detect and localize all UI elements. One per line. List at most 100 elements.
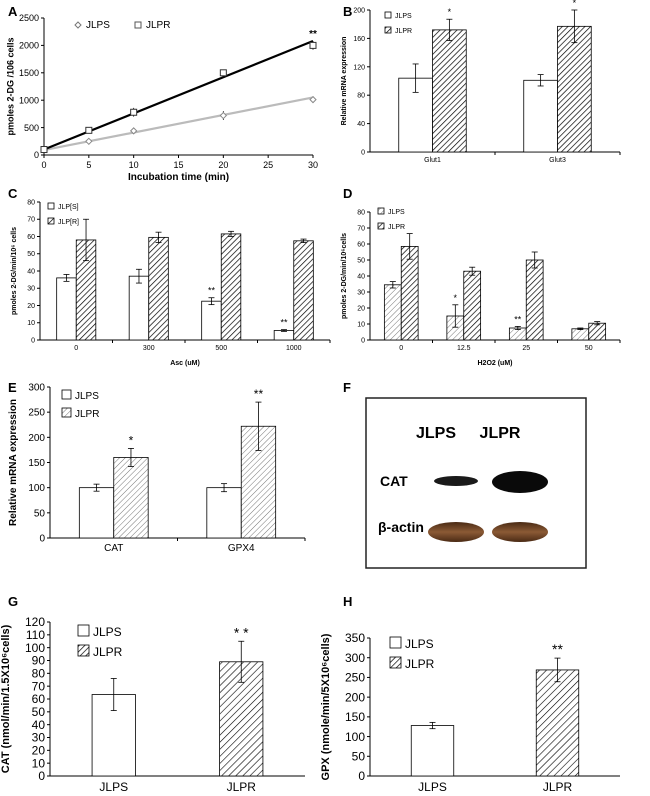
legend-label-D: JLPS <box>388 209 405 216</box>
y-tick-label-B: 80 <box>357 93 365 100</box>
blot-band-cat-jlpr <box>492 471 548 493</box>
panel-letter-h: H <box>343 594 352 609</box>
x-tick-label-A: 5 <box>86 160 91 170</box>
legend-label-E: JLPR <box>75 409 99 420</box>
bar-D-jlpr <box>588 322 607 341</box>
legend-H: JLPS JLPR <box>389 636 435 671</box>
y-tick-label-C: 0 <box>31 337 35 344</box>
y-tick-label-C: 20 <box>27 303 35 310</box>
chart-D: 0 10 20 30 40 50 60 70 80 pmoles 2-DG/min/10⁶cell… <box>341 209 621 367</box>
blot-band-actin-jlpr <box>492 522 548 542</box>
y-tick-label-C: 30 <box>27 286 35 293</box>
blot-lane-label-jlpr: JLPR <box>480 425 521 442</box>
bar-B-jlpr <box>557 25 592 153</box>
blot-band-cat-jlps <box>434 476 478 486</box>
x-tick-label-C: 0 <box>74 345 78 352</box>
x-tick-label-E: CAT <box>104 543 123 554</box>
bar-C-jlpr <box>293 240 314 341</box>
significance-marker-E: * <box>129 433 134 447</box>
significance-marker-C: ** <box>280 318 288 328</box>
bar-H-jlps <box>410 725 455 777</box>
y-tick-label-G: 110 <box>26 628 45 642</box>
y-tick-label-E: 300 <box>28 383 45 394</box>
significance-marker-H: ** <box>552 641 563 657</box>
bar-D-jlpr <box>525 259 544 341</box>
data-point-jlps <box>309 95 317 104</box>
legend-B: JLPS JLPR <box>384 11 412 35</box>
y-tick-label-C: 50 <box>27 251 35 258</box>
legend-label-H: JLPS <box>405 637 434 651</box>
legend-A: JLPS JLPR <box>74 20 170 31</box>
legend-label-H: JLPR <box>405 657 435 671</box>
bar-B-jlps <box>523 79 558 153</box>
y-tick-label-G: 40 <box>32 718 46 732</box>
legend-label-A: JLPS <box>86 20 110 31</box>
x-tick-label-D: 25 <box>522 345 530 352</box>
x-tick-label-C: 1000 <box>286 345 302 352</box>
y-tick-label-G: 80 <box>32 667 46 681</box>
legend-swatch-G <box>77 624 90 637</box>
legend-swatch-B <box>384 26 392 34</box>
bar-E-jlpr <box>113 457 149 539</box>
y-tick-label-B: 0 <box>361 149 365 156</box>
y-axis-label-H: GPX (nmole/min/5X10⁶cells) <box>320 633 332 780</box>
y-tick-label-B: 40 <box>357 121 365 128</box>
y-tick-label-H: 300 <box>345 651 365 665</box>
data-point-jlps <box>85 137 93 146</box>
y-tick-label-A: 2000 <box>19 41 39 51</box>
data-point-jlpr <box>85 126 93 134</box>
legend-label-B: JLPR <box>395 28 412 35</box>
x-tick-label-H: JLPR <box>543 780 573 794</box>
y-tick-label-H: 350 <box>345 631 365 645</box>
y-tick-label-A: 1000 <box>19 95 39 105</box>
significance-marker-B: * <box>573 0 577 8</box>
data-point-jlpr <box>309 41 317 49</box>
y-axis-label-C: pmoles 2-DG/min/10⁶ cells <box>11 227 18 315</box>
bar-D-jlpr <box>463 270 482 341</box>
y-tick-label-D: 30 <box>357 289 365 296</box>
x-tick-label-A: 10 <box>129 160 139 170</box>
x-tick-label-D: 12.5 <box>457 345 471 352</box>
significance-marker-E: ** <box>254 387 264 401</box>
y-tick-label-G: 10 <box>32 756 46 770</box>
legend-E: JLPS JLPR <box>61 389 99 420</box>
bar-E-jlps <box>78 487 115 539</box>
y-tick-label-C: 10 <box>27 320 35 327</box>
y-tick-label-E: 200 <box>28 433 45 444</box>
chart-B: 0 40 80 120 160 200 Relative mRNA expression Gl… <box>341 0 621 164</box>
y-axis-label-A: pmoles 2-DG /106 cells <box>5 37 15 135</box>
y-tick-label-C: 40 <box>27 268 35 275</box>
x-tick-label-A: 20 <box>218 160 228 170</box>
legend-label-E: JLPS <box>75 391 99 402</box>
bar-C-jlpr <box>148 236 169 341</box>
y-tick-label-C: 80 <box>27 199 35 206</box>
panel-letter-d: D <box>343 186 352 201</box>
y-tick-label-D: 70 <box>357 225 365 232</box>
y-tick-label-D: 10 <box>357 321 365 328</box>
bar-C-jlps <box>128 275 150 341</box>
y-tick-label-G: 20 <box>32 744 46 758</box>
x-tick-label-B: Glut1 <box>424 157 441 164</box>
chart-C: 0 10 20 30 40 50 60 70 80 pmoles 2-DG/min/10⁶ cel… <box>11 199 331 367</box>
data-point-jlps <box>219 111 228 120</box>
significance-marker-A: ** <box>309 29 317 40</box>
y-tick-label-G: 60 <box>32 692 46 706</box>
y-tick-label-A: 500 <box>24 123 39 133</box>
fit-line-jlpr <box>43 39 314 151</box>
y-axis-label-E: Relative mRNA expression <box>8 399 19 526</box>
bar-E-jlps <box>206 487 242 539</box>
significance-marker-G: * * <box>234 624 249 640</box>
x-tick-label-G: JLPR <box>227 780 257 794</box>
x-tick-label-G: JLPS <box>99 780 128 794</box>
bar-C-jlps <box>56 277 77 341</box>
chart-H: 0 50 100 150 200 250 300 350 GPX (nmole/min/5X10… <box>320 631 620 794</box>
blot-lane-label-jlps: JLPS <box>416 425 456 442</box>
y-tick-label-B: 120 <box>353 64 365 71</box>
bar-H-jlpr <box>535 669 580 777</box>
legend-label-A: JLPR <box>146 20 170 31</box>
y-tick-label-H: 150 <box>345 710 365 724</box>
y-tick-label-H: 200 <box>345 690 365 704</box>
x-tick-label-A: 25 <box>263 160 273 170</box>
y-tick-label-C: 70 <box>27 217 35 224</box>
